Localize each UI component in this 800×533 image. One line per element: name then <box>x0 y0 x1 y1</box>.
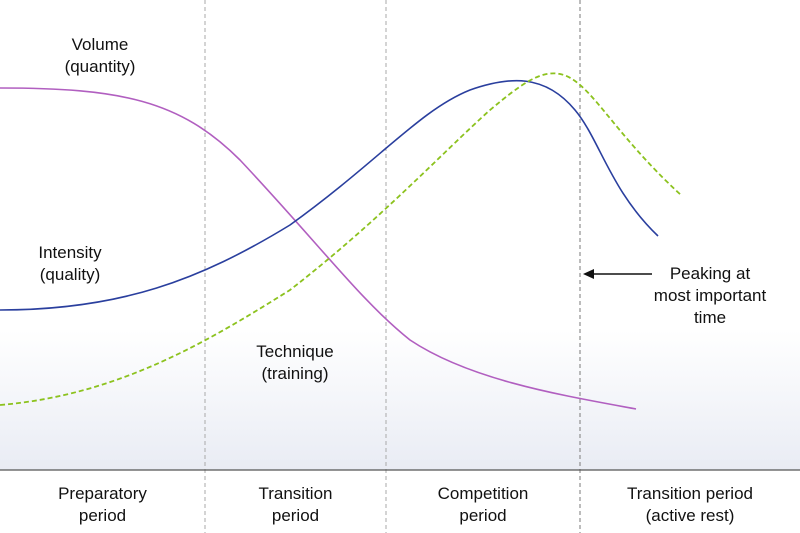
period-preparatory: Preparatory period <box>0 483 205 527</box>
peaking-annotation-line2: most important <box>653 286 767 305</box>
intensity-curve <box>0 79 659 311</box>
period-active-rest-line2: (active rest) <box>645 506 735 525</box>
volume-label-line2: (quantity) <box>64 57 136 76</box>
technique-label-line2: (training) <box>261 364 329 383</box>
technique-label: Technique (training) <box>235 341 355 385</box>
period-transition-line1: Transition <box>258 484 333 503</box>
period-competition-line2: period <box>459 506 507 525</box>
intensity-label-line1: Intensity <box>38 243 102 262</box>
peaking-annotation-line1: Peaking at <box>669 264 751 283</box>
period-preparatory-line1: Preparatory <box>58 484 147 503</box>
period-transition: Transition period <box>205 483 386 527</box>
technique-curve <box>0 72 683 406</box>
period-transition-line2: period <box>271 506 320 525</box>
volume-curve <box>0 87 637 410</box>
background-shade <box>0 330 800 470</box>
intensity-label-line2: (quality) <box>39 265 101 284</box>
period-competition: Competition period <box>386 483 580 527</box>
period-active-rest-line1: Transition period <box>627 484 753 503</box>
peaking-arrowhead <box>583 269 594 279</box>
peaking-annotation: Peaking at most important time <box>640 263 780 329</box>
peaking-annotation-line3: time <box>693 308 727 327</box>
technique-label-line1: Technique <box>256 342 334 361</box>
period-competition-line1: Competition <box>437 484 529 503</box>
intensity-label: Intensity (quality) <box>10 242 130 286</box>
period-active-rest: Transition period (active rest) <box>580 483 800 527</box>
period-preparatory-line2: period <box>78 506 127 525</box>
volume-label-line1: Volume <box>71 35 129 54</box>
volume-label: Volume (quantity) <box>40 34 160 78</box>
